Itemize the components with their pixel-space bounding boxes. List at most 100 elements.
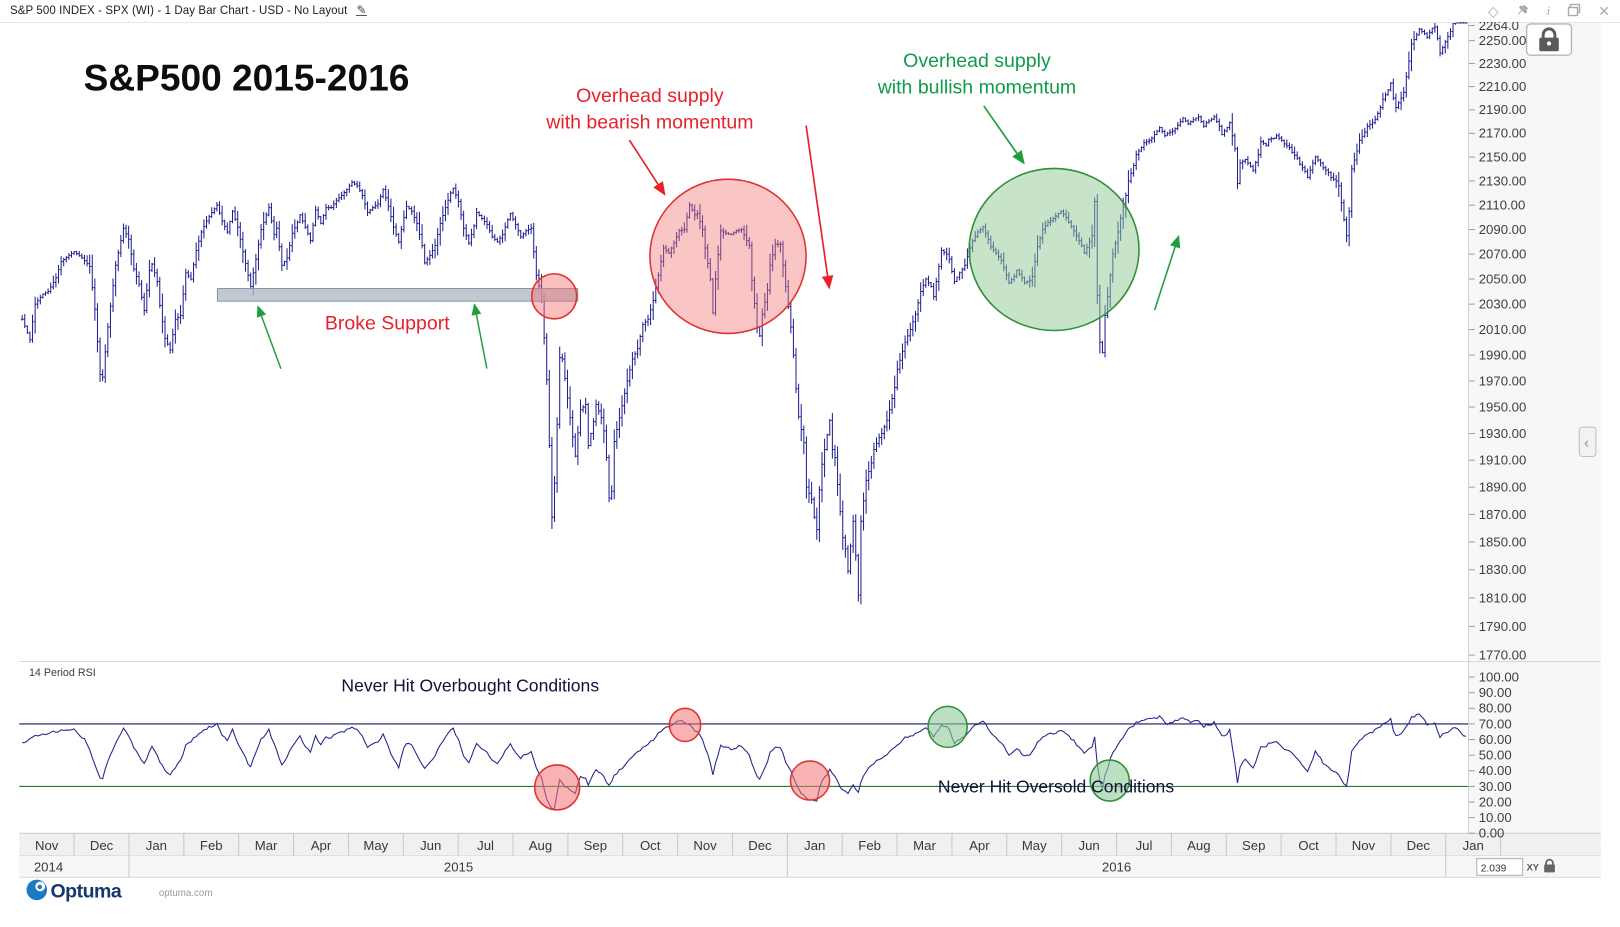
price-tick-label: 1850.00 <box>1479 534 1527 549</box>
month-cell-label[interactable]: Apr <box>969 838 990 853</box>
month-cell-label[interactable]: Jan <box>146 838 167 853</box>
month-cell-label[interactable]: Feb <box>858 838 881 853</box>
month-cell-label[interactable]: Jul <box>477 838 494 853</box>
price-tick-label: 2090.00 <box>1479 222 1527 237</box>
month-cell-label[interactable]: Jun <box>1079 838 1100 853</box>
price-tick-label: 2150.00 <box>1479 149 1527 164</box>
rsi-plot <box>22 713 1467 810</box>
green-arrow-support-2-head <box>471 303 482 316</box>
bearish-supply-text-line2[interactable]: with bearish momentum <box>545 111 753 133</box>
rsi-brexit-jun2016-circle[interactable] <box>1089 759 1131 802</box>
diamond-icon[interactable]: ◇ <box>1487 3 1499 19</box>
green-arrow-to-circle-head <box>1012 150 1025 165</box>
month-cell-label[interactable]: Aug <box>529 838 552 853</box>
month-cell-label[interactable]: Aug <box>1187 838 1210 853</box>
price-tick-label: 2110.00 <box>1479 198 1526 213</box>
month-cell-label[interactable]: Oct <box>1298 838 1319 853</box>
red-arrow-down-momentum-shaft <box>805 125 829 277</box>
price-tick-label: 2250.00 <box>1479 33 1527 48</box>
headline-annotation[interactable]: S&P500 2015-2016 <box>84 56 410 98</box>
month-cell-label[interactable]: Sep <box>584 838 607 853</box>
rsi-tick-label: 60.00 <box>1479 732 1512 747</box>
month-cell-label[interactable]: May <box>1022 838 1047 853</box>
red-arrow-to-circle-head <box>653 181 666 196</box>
info-icon[interactable]: i <box>1546 3 1551 18</box>
price-tick-label: 1990.00 <box>1479 347 1527 362</box>
month-cell-label[interactable]: Dec <box>748 838 772 853</box>
month-cell-label[interactable]: Nov <box>693 838 717 853</box>
bullish-supply-text-line1[interactable]: Overhead supply <box>903 50 1051 72</box>
pin-icon[interactable] <box>1516 3 1530 19</box>
rsi-panel-label: 14 Period RSI <box>29 667 96 679</box>
bearish-supply-circle[interactable] <box>649 178 807 335</box>
chart-title: S&P 500 INDEX - SPX (WI) - 1 Day Bar Cha… <box>10 5 348 17</box>
red-arrow-down-momentum[interactable] <box>805 125 834 290</box>
rsi-oversold-aug2015-circle[interactable] <box>533 764 581 811</box>
rsi-peak-nov2015-circle[interactable] <box>668 707 702 743</box>
restore-window-icon[interactable] <box>1567 3 1581 19</box>
price-tick-label: 1790.00 <box>1479 619 1527 634</box>
month-cell-label[interactable]: Dec <box>90 838 114 853</box>
scale-status-box[interactable]: 2.039 XY <box>1476 858 1555 876</box>
support-zone[interactable] <box>216 288 579 302</box>
month-cell-label[interactable]: Nov <box>35 838 59 853</box>
month-cell-label[interactable]: May <box>363 838 388 853</box>
scale-lock-icon <box>1544 858 1555 873</box>
red-arrow-to-circle-shaft <box>628 139 659 185</box>
green-arrow-support-2-shaft <box>475 314 488 369</box>
month-cell-label[interactable]: Dec <box>1407 838 1431 853</box>
price-tick-label: 1970.00 <box>1479 373 1527 388</box>
close-icon[interactable]: ✕ <box>1598 3 1610 19</box>
green-arrow-support-1-head <box>256 305 267 318</box>
month-cell-label[interactable]: Jul <box>1136 838 1153 853</box>
month-cell-label[interactable]: Mar <box>913 838 936 853</box>
year-band[interactable] <box>19 855 1601 878</box>
month-cell-label[interactable]: Sep <box>1242 838 1265 853</box>
axis-collapse-tab[interactable]: ‹ <box>1578 426 1597 457</box>
month-cell-label[interactable]: Mar <box>255 838 278 853</box>
month-cell-label[interactable]: Oct <box>640 838 661 853</box>
support-break-circle[interactable] <box>530 273 578 320</box>
green-arrow-to-circle[interactable] <box>983 105 1025 165</box>
overbought-annotation-text[interactable]: Never Hit Overbought Conditions <box>341 676 599 696</box>
month-cell-label[interactable]: Jun <box>420 838 441 853</box>
optuma-website[interactable]: optuma.com <box>159 888 213 899</box>
month-cell-label[interactable]: Apr <box>311 838 332 853</box>
green-arrow-support-2[interactable] <box>471 303 488 369</box>
rsi-oversold-jan2016-circle[interactable] <box>789 760 831 801</box>
rsi-tick-label: 100.00 <box>1479 669 1519 684</box>
price-tick-label: 2070.00 <box>1479 247 1527 262</box>
oversold-annotation-text[interactable]: Never Hit Oversold Conditions <box>938 776 1174 796</box>
month-cell-label[interactable]: Jan <box>1463 838 1484 853</box>
green-arrow-support-1[interactable] <box>256 305 282 369</box>
month-cell-label[interactable]: Nov <box>1352 838 1376 853</box>
broke-support-text[interactable]: Broke Support <box>325 313 450 335</box>
chart-surface[interactable] <box>19 22 1468 833</box>
edit-pencil-icon[interactable]: ✎ <box>356 2 367 17</box>
year-label[interactable]: 2016 <box>1102 859 1131 874</box>
footer-brand[interactable]: Optuma optuma.com <box>26 879 213 903</box>
price-axis-strip[interactable] <box>1468 22 1601 834</box>
bearish-supply-text-line1[interactable]: Overhead supply <box>576 85 724 107</box>
month-band[interactable] <box>19 833 1601 856</box>
bullish-supply-text-line2[interactable]: with bullish momentum <box>877 76 1076 98</box>
price-tick-label: 2190.00 <box>1479 102 1527 117</box>
green-arrow-up-momentum[interactable] <box>1153 234 1181 311</box>
axis-lock-button[interactable] <box>1525 23 1573 56</box>
chart-canvas: 2250.00 2230.00 2210.00 2190.00 2170.00 2150.… <box>19 22 1601 903</box>
scale-axes-label: XY <box>1527 862 1540 872</box>
chart-titlebar: S&P 500 INDEX - SPX (WI) - 1 Day Bar Cha… <box>0 0 1620 23</box>
green-arrow-to-circle-shaft <box>983 105 1018 154</box>
axis-labels: 2250.00 2230.00 2210.00 2190.00 2170.00 2150.… <box>34 33 1526 874</box>
bullish-supply-circle[interactable] <box>968 167 1140 332</box>
rsi-tick-label: 20.00 <box>1479 794 1512 809</box>
rsi-overbought-apr2016-circle[interactable] <box>927 705 968 749</box>
year-label[interactable]: 2014 <box>34 859 63 874</box>
red-arrow-to-circle[interactable] <box>628 139 666 196</box>
annotation-shapes <box>216 105 1181 811</box>
optuma-wordmark: Optuma <box>50 881 121 903</box>
year-label[interactable]: 2015 <box>444 859 473 874</box>
month-cell-label[interactable]: Feb <box>200 838 223 853</box>
month-cell-label[interactable]: Jan <box>804 838 825 853</box>
rsi-tick-label: 40.00 <box>1479 763 1512 778</box>
